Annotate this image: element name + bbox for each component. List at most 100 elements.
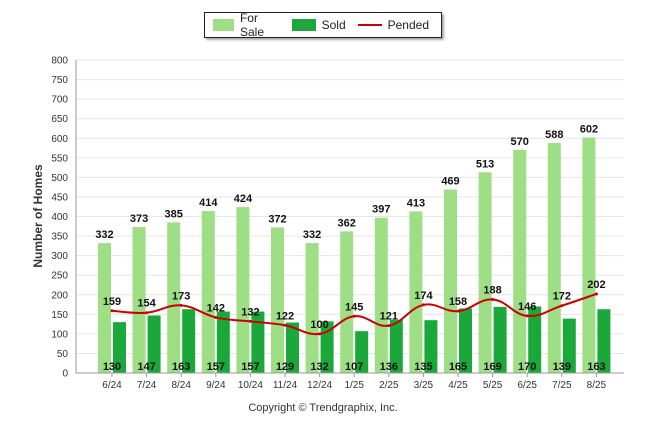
- bar-for-sale: [167, 222, 181, 373]
- bar-for-sale: [547, 142, 561, 373]
- bar-sold: [562, 318, 576, 373]
- bar-for-sale: [374, 217, 388, 373]
- point-pended: [491, 297, 495, 301]
- x-tick-label: 12/24: [307, 380, 332, 391]
- point-pended: [248, 319, 252, 323]
- point-pended: [283, 323, 287, 327]
- legend-item-for-sale[interactable]: For Sale: [213, 11, 280, 39]
- data-label-for-sale: 332: [95, 229, 113, 241]
- data-label-sold: 130: [103, 361, 121, 373]
- bar-sold: [216, 311, 230, 373]
- data-label-sold: 169: [483, 361, 501, 373]
- data-label-sold: 107: [345, 361, 363, 373]
- data-label-sold: 165: [449, 361, 467, 373]
- data-label-for-sale: 570: [511, 136, 529, 148]
- point-pended: [387, 324, 391, 328]
- legend-label-sold: Sold: [321, 18, 346, 32]
- bar-for-sale: [236, 207, 250, 373]
- point-pended: [525, 314, 529, 318]
- y-tick-label: 500: [51, 173, 68, 184]
- data-label-for-sale: 373: [130, 213, 148, 225]
- point-pended: [560, 304, 564, 308]
- copyright-text: Copyright © Trendgraphix, Inc.: [248, 402, 398, 414]
- y-tick-label: 100: [51, 329, 68, 340]
- y-tick-label: 0: [62, 369, 68, 380]
- point-pended: [594, 292, 598, 296]
- bar-for-sale: [409, 211, 423, 373]
- data-label-for-sale: 362: [338, 217, 356, 229]
- data-label-sold: 129: [276, 361, 294, 373]
- data-label-for-sale: 385: [165, 208, 183, 220]
- data-label-for-sale: 372: [268, 213, 286, 225]
- data-label-pended: 174: [414, 290, 433, 302]
- point-pended: [318, 332, 322, 336]
- bar-sold: [528, 306, 542, 373]
- bar-for-sale: [513, 149, 527, 373]
- data-label-sold: 147: [137, 361, 155, 373]
- bar-for-sale: [582, 137, 596, 373]
- data-label-for-sale: 414: [199, 197, 218, 209]
- data-label-pended: 146: [518, 301, 536, 313]
- data-label-for-sale: 588: [545, 129, 563, 141]
- bar-sold: [389, 319, 403, 373]
- point-pended: [214, 315, 218, 319]
- y-tick-label: 200: [51, 290, 68, 301]
- x-tick-label: 7/25: [552, 380, 572, 391]
- bar-for-sale: [305, 243, 319, 373]
- x-tick-label: 8/24: [171, 380, 191, 391]
- bar-for-sale: [340, 231, 354, 373]
- data-label-pended: 100: [310, 319, 328, 331]
- data-label-pended: 202: [587, 279, 605, 291]
- bar-sold: [355, 331, 369, 373]
- data-label-for-sale: 469: [441, 176, 459, 188]
- data-label-pended: 122: [276, 310, 294, 322]
- point-pended: [352, 314, 356, 318]
- y-tick-label: 300: [51, 251, 68, 262]
- data-label-for-sale: 602: [580, 123, 598, 135]
- bar-for-sale: [201, 211, 215, 373]
- bar-sold: [493, 306, 507, 373]
- x-tick-label: 4/25: [448, 380, 468, 391]
- bar-sold: [182, 309, 196, 373]
- y-tick-label: 750: [51, 75, 68, 86]
- legend-item-pended[interactable]: Pended: [357, 18, 429, 32]
- x-tick-label: 8/25: [587, 380, 607, 391]
- x-tick-label: 1/25: [344, 380, 364, 391]
- x-tick-label: 7/24: [137, 380, 157, 391]
- x-tick-label: 2/25: [379, 380, 399, 391]
- point-pended: [456, 309, 460, 313]
- data-label-sold: 136: [380, 361, 398, 373]
- y-tick-label: 600: [51, 134, 68, 145]
- data-label-pended: 121: [380, 311, 398, 323]
- y-tick-label: 650: [51, 114, 68, 125]
- bar-sold: [597, 309, 611, 373]
- bar-sold: [424, 320, 438, 373]
- bar-for-sale: [478, 172, 492, 373]
- data-label-pended: 172: [553, 291, 571, 303]
- data-label-sold: 163: [587, 361, 605, 373]
- data-label-for-sale: 397: [372, 204, 390, 216]
- legend-item-sold[interactable]: Sold: [291, 18, 346, 32]
- point-pended: [145, 311, 149, 315]
- x-tick-label: 10/24: [238, 380, 263, 391]
- data-label-sold: 157: [207, 361, 225, 373]
- data-label-for-sale: 424: [234, 193, 253, 205]
- bar-sold: [147, 315, 161, 373]
- data-label-sold: 132: [310, 361, 328, 373]
- y-tick-label: 700: [51, 95, 68, 106]
- x-tick-label: 11/24: [273, 380, 298, 391]
- data-label-for-sale: 413: [407, 197, 425, 209]
- data-label-pended: 188: [483, 284, 501, 296]
- data-label-for-sale: 332: [303, 229, 321, 241]
- point-pended: [179, 303, 183, 307]
- data-label-pended: 154: [137, 298, 156, 310]
- x-tick-label: 5/25: [483, 380, 503, 391]
- bar-for-sale: [98, 243, 111, 373]
- y-tick-label: 400: [51, 212, 68, 223]
- legend-swatch-pended: [357, 24, 382, 26]
- y-tick-label: 250: [51, 271, 68, 282]
- bar-sold: [459, 308, 472, 373]
- y-tick-label: 350: [51, 232, 68, 243]
